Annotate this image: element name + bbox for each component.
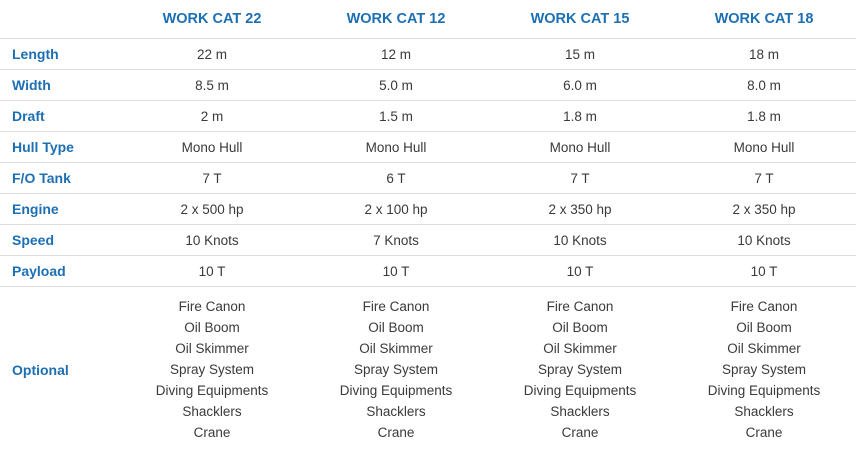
optional-list-item: Oil Skimmer xyxy=(672,338,856,359)
cell-hull-type-work-cat-15: Mono Hull xyxy=(488,132,672,163)
optional-list-item: Spray System xyxy=(304,359,488,380)
cell-draft-work-cat-18: 1.8 m xyxy=(672,101,856,132)
table-row: Length 22 m 12 m 15 m 18 m xyxy=(0,39,856,70)
optional-list-item: Spray System xyxy=(488,359,672,380)
column-header-work-cat-15: WORK CAT 15 xyxy=(488,0,672,39)
optional-list-item: Diving Equipments xyxy=(304,380,488,401)
header-corner-cell xyxy=(0,0,120,39)
header-row: WORK CAT 22 WORK CAT 12 WORK CAT 15 WORK… xyxy=(0,0,856,39)
cell-payload-work-cat-15: 10 T xyxy=(488,256,672,287)
row-label-length: Length xyxy=(0,39,120,70)
optional-list-item: Diving Equipments xyxy=(672,380,856,401)
cell-hull-type-work-cat-12: Mono Hull xyxy=(304,132,488,163)
cell-fo-tank-work-cat-22: 7 T xyxy=(120,163,304,194)
cell-speed-work-cat-15: 10 Knots xyxy=(488,225,672,256)
optional-list-item: Shacklers xyxy=(672,401,856,422)
table-row: Hull Type Mono Hull Mono Hull Mono Hull … xyxy=(0,132,856,163)
optional-list-item: Crane xyxy=(488,422,672,443)
optional-list-item: Oil Boom xyxy=(672,317,856,338)
table-header: WORK CAT 22 WORK CAT 12 WORK CAT 15 WORK… xyxy=(0,0,856,39)
cell-engine-work-cat-18: 2 x 350 hp xyxy=(672,194,856,225)
table-row: Draft 2 m 1.5 m 1.8 m 1.8 m xyxy=(0,101,856,132)
row-label-engine: Engine xyxy=(0,194,120,225)
cell-fo-tank-work-cat-18: 7 T xyxy=(672,163,856,194)
optional-list-item: Diving Equipments xyxy=(488,380,672,401)
row-label-optional: Optional xyxy=(0,287,120,461)
cell-payload-work-cat-22: 10 T xyxy=(120,256,304,287)
optional-list-item: Oil Boom xyxy=(488,317,672,338)
cell-width-work-cat-15: 6.0 m xyxy=(488,70,672,101)
optional-list-item: Oil Skimmer xyxy=(304,338,488,359)
optional-list-item: Oil Skimmer xyxy=(488,338,672,359)
row-label-fo-tank: F/O Tank xyxy=(0,163,120,194)
cell-payload-work-cat-18: 10 T xyxy=(672,256,856,287)
cell-fo-tank-work-cat-12: 6 T xyxy=(304,163,488,194)
table-row: Speed 10 Knots 7 Knots 10 Knots 10 Knots xyxy=(0,225,856,256)
cell-fo-tank-work-cat-15: 7 T xyxy=(488,163,672,194)
cell-length-work-cat-22: 22 m xyxy=(120,39,304,70)
row-label-draft: Draft xyxy=(0,101,120,132)
column-header-work-cat-12: WORK CAT 12 xyxy=(304,0,488,39)
table-row: Width 8.5 m 5.0 m 6.0 m 8.0 m xyxy=(0,70,856,101)
optional-list-item: Oil Boom xyxy=(304,317,488,338)
cell-draft-work-cat-15: 1.8 m xyxy=(488,101,672,132)
cell-width-work-cat-18: 8.0 m xyxy=(672,70,856,101)
column-header-work-cat-18: WORK CAT 18 xyxy=(672,0,856,39)
cell-speed-work-cat-12: 7 Knots xyxy=(304,225,488,256)
optional-list-item: Crane xyxy=(120,422,304,443)
optional-list-item: Crane xyxy=(672,422,856,443)
table-body: Length 22 m 12 m 15 m 18 m Width 8.5 m 5… xyxy=(0,39,856,461)
row-label-width: Width xyxy=(0,70,120,101)
table-row: F/O Tank 7 T 6 T 7 T 7 T xyxy=(0,163,856,194)
optional-list-item: Fire Canon xyxy=(488,296,672,317)
cell-length-work-cat-18: 18 m xyxy=(672,39,856,70)
optional-list-item: Oil Boom xyxy=(120,317,304,338)
optional-list-item: Spray System xyxy=(120,359,304,380)
optional-list-item: Fire Canon xyxy=(672,296,856,317)
cell-length-work-cat-12: 12 m xyxy=(304,39,488,70)
cell-hull-type-work-cat-18: Mono Hull xyxy=(672,132,856,163)
row-label-payload: Payload xyxy=(0,256,120,287)
optional-list-item: Fire Canon xyxy=(120,296,304,317)
cell-length-work-cat-15: 15 m xyxy=(488,39,672,70)
cell-width-work-cat-12: 5.0 m xyxy=(304,70,488,101)
cell-engine-work-cat-12: 2 x 100 hp xyxy=(304,194,488,225)
row-label-hull-type: Hull Type xyxy=(0,132,120,163)
optional-list-item: Diving Equipments xyxy=(120,380,304,401)
cell-speed-work-cat-18: 10 Knots xyxy=(672,225,856,256)
table-row: Payload 10 T 10 T 10 T 10 T xyxy=(0,256,856,287)
cell-hull-type-work-cat-22: Mono Hull xyxy=(120,132,304,163)
optional-list-item: Oil Skimmer xyxy=(120,338,304,359)
optional-list-item: Shacklers xyxy=(488,401,672,422)
cell-engine-work-cat-22: 2 x 500 hp xyxy=(120,194,304,225)
cell-draft-work-cat-22: 2 m xyxy=(120,101,304,132)
optional-list-item: Shacklers xyxy=(304,401,488,422)
column-header-work-cat-22: WORK CAT 22 xyxy=(120,0,304,39)
cell-speed-work-cat-22: 10 Knots xyxy=(120,225,304,256)
cell-engine-work-cat-15: 2 x 350 hp xyxy=(488,194,672,225)
cell-draft-work-cat-12: 1.5 m xyxy=(304,101,488,132)
optional-list-item: Fire Canon xyxy=(304,296,488,317)
cell-width-work-cat-22: 8.5 m xyxy=(120,70,304,101)
row-label-speed: Speed xyxy=(0,225,120,256)
optional-list-item: Shacklers xyxy=(120,401,304,422)
optional-list-item: Crane xyxy=(304,422,488,443)
table-row: Engine 2 x 500 hp 2 x 100 hp 2 x 350 hp … xyxy=(0,194,856,225)
cell-payload-work-cat-12: 10 T xyxy=(304,256,488,287)
optional-list-item: Spray System xyxy=(672,359,856,380)
